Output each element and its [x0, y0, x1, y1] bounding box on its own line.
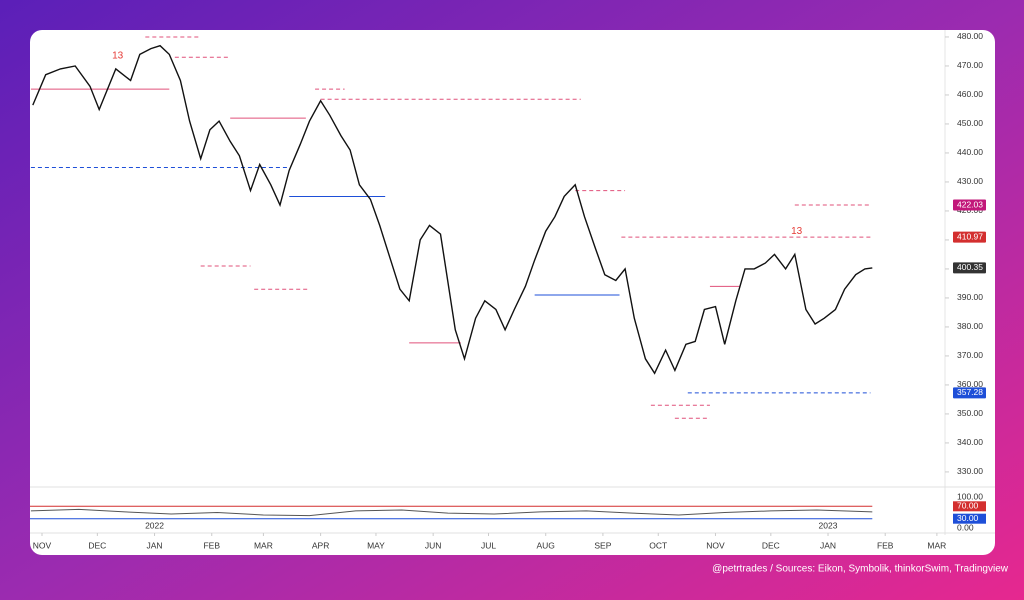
- rsi-label-box: [953, 501, 986, 512]
- y-tick-label: 380.00: [957, 321, 983, 331]
- price-label-box: [953, 231, 986, 243]
- y-tick-label: 480.00: [957, 31, 983, 41]
- y-tick-label: 460.00: [957, 89, 983, 99]
- price-label: 400.35: [957, 262, 983, 272]
- card: [30, 30, 995, 555]
- x-tick-label: FEB: [877, 540, 894, 550]
- x-tick-label: APR: [312, 540, 329, 550]
- annotation: 13: [112, 50, 124, 61]
- price-label-box: [953, 262, 986, 274]
- rsi-line: [30, 508, 873, 517]
- x-tick-label: OCT: [649, 540, 667, 550]
- year-label: 2023: [819, 520, 838, 530]
- y-tick-label: 370.00: [957, 350, 983, 360]
- x-tick-label: NOV: [33, 540, 52, 550]
- x-tick-label: NOV: [706, 540, 725, 550]
- year-label: 2022: [145, 520, 164, 530]
- price-label: 357.28: [957, 387, 983, 397]
- y-tick-label: 390.00: [957, 292, 983, 302]
- rsi-label: 30.00: [957, 513, 979, 523]
- rsi-tick-label: 0.00: [957, 522, 974, 532]
- annotation: 13: [791, 226, 803, 237]
- y-tick-label: 360.00: [957, 379, 983, 389]
- rsi-tick-label: 100.00: [957, 491, 983, 501]
- x-tick-label: MAY: [367, 540, 385, 550]
- x-tick-label: JAN: [820, 540, 836, 550]
- y-tick-label: 430.00: [957, 176, 983, 186]
- x-tick-label: MAR: [927, 540, 946, 550]
- price-label-box: [953, 387, 986, 399]
- y-tick-label: 440.00: [957, 147, 983, 157]
- x-tick-label: DEC: [762, 540, 780, 550]
- x-tick-label: MAR: [254, 540, 273, 550]
- y-tick-label: 330.00: [957, 466, 983, 476]
- x-tick-label: JUN: [425, 540, 442, 550]
- price-label: 410.97: [957, 231, 983, 241]
- y-tick-label: 470.00: [957, 60, 983, 70]
- footer: @petrtrades / Sources: Eikon, Symbolik, …: [712, 564, 1009, 575]
- x-tick-label: JUL: [481, 540, 496, 550]
- y-tick-label: 450.00: [957, 118, 983, 128]
- price-label-box: [953, 199, 986, 211]
- y-tick-label: 340.00: [957, 437, 983, 447]
- x-tick-label: FEB: [203, 540, 220, 550]
- y-tick-label: 350.00: [957, 408, 983, 418]
- x-tick-label: SEP: [594, 540, 611, 550]
- x-tick-label: JAN: [147, 540, 163, 550]
- rsi-label: 70.00: [957, 501, 979, 511]
- price-line: [32, 44, 873, 375]
- price-label: 422.03: [957, 199, 983, 209]
- x-tick-label: DEC: [88, 540, 106, 550]
- rsi-label-box: [953, 513, 986, 524]
- x-tick-label: AUG: [537, 540, 555, 550]
